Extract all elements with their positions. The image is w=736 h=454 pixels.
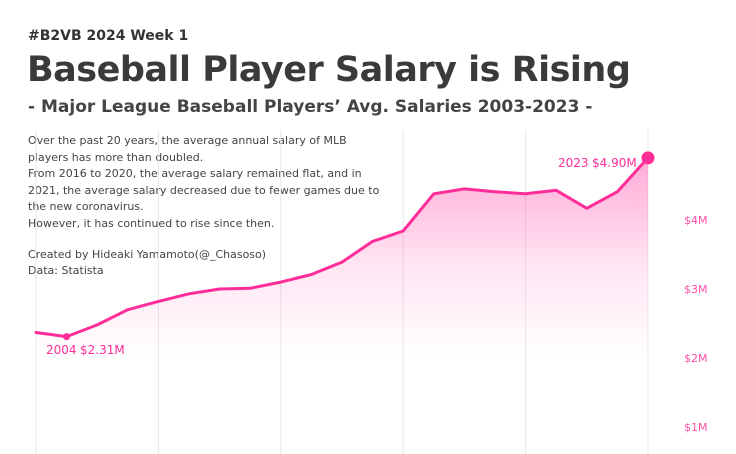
annotation-2004-year: 2004 [46, 343, 77, 357]
description-line: From 2016 to 2020, the average salary re… [28, 167, 362, 180]
description-line: Over the past 20 years, the average annu… [28, 134, 347, 147]
point-2023 [641, 151, 655, 165]
description-line: However, it has continued to rise since … [28, 216, 275, 230]
annotation-2004-value: $2.31M [80, 343, 125, 357]
description-line: the new coronavirus. [28, 200, 144, 213]
salary-line [34, 156, 650, 339]
page-subtitle: - Major League Baseball Players’ Avg. Sa… [28, 97, 593, 117]
hashtag: #B2VB 2024 Week 1 [28, 28, 189, 44]
annotation-2023-value: $4.90M [592, 156, 637, 170]
page-title: Baseball Player Salary is Rising [27, 50, 631, 90]
author-credit: Created by Hideaki Yamamoto(@_Chasoso) [28, 248, 267, 261]
credits: Created by Hideaki Yamamoto(@_Chasoso) D… [28, 247, 266, 279]
y-tick-label: $4M [684, 214, 708, 227]
description-line: players has more than doubled. [28, 150, 204, 164]
point-2004 [63, 333, 71, 341]
y-tick-label: $3M [684, 283, 708, 296]
description: Over the past 20 years, the average annu… [28, 133, 388, 232]
y-tick-label: $2M [684, 352, 708, 365]
description-line: 2021, the average salary decreased due t… [28, 183, 380, 197]
salary-area-fill [36, 157, 648, 358]
annotation-2023-year: 2023 [558, 156, 589, 170]
data-source: Data: Statista [28, 264, 104, 277]
y-tick-label: $1M [684, 421, 708, 434]
